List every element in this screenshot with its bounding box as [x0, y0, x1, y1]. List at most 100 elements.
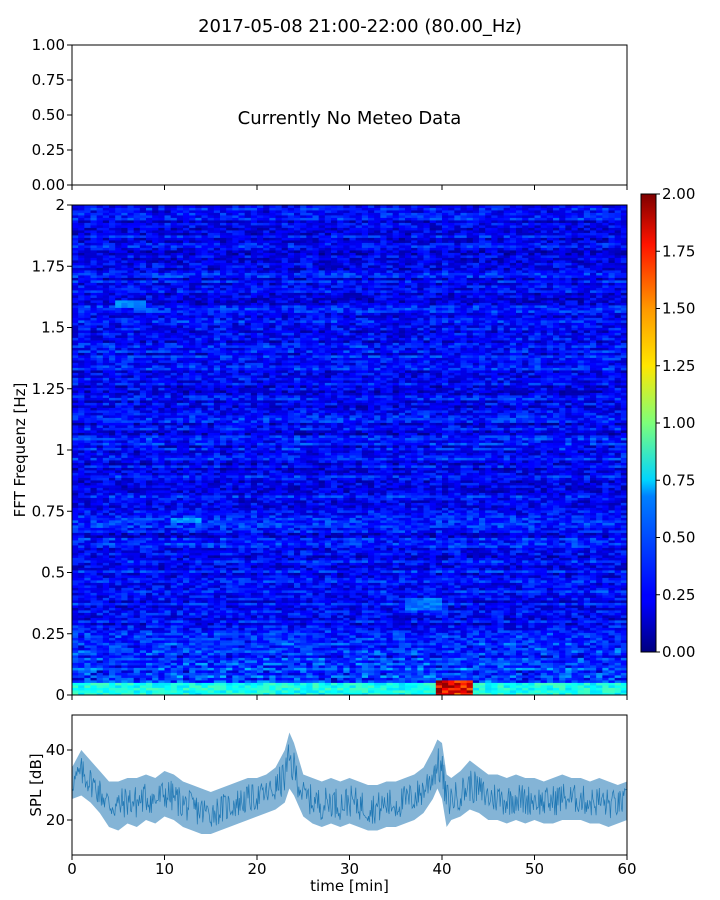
heatmap-cell: [528, 682, 535, 686]
heatmap-cell: [78, 597, 85, 601]
heatmap-cell: [109, 640, 116, 643]
heatmap-cell: [318, 685, 326, 688]
heatmap-cell: [324, 565, 332, 568]
heatmap-cell: [281, 610, 289, 613]
heatmap-cell: [170, 555, 178, 558]
heatmap-cell: [263, 607, 270, 611]
heatmap-cell: [72, 670, 79, 673]
heatmap-cell: [281, 637, 289, 641]
heatmap-cell: [127, 635, 135, 638]
heatmap-cell: [429, 575, 437, 578]
heatmap-cell: [343, 560, 350, 563]
heatmap-cell: [331, 632, 338, 636]
heatmap-cell: [121, 572, 128, 576]
heatmap-cell: [176, 560, 184, 563]
heatmap-cell: [195, 570, 202, 573]
heatmap-cell: [361, 670, 369, 673]
heatmap-cell: [331, 605, 338, 608]
heatmap-cell: [90, 647, 98, 651]
heatmap-cell: [146, 572, 153, 576]
heatmap-cell: [380, 690, 387, 693]
heatmap-cell: [269, 655, 276, 658]
heatmap-cell: [559, 612, 566, 616]
heatmap-cell: [152, 692, 159, 696]
heatmap-cell: [152, 560, 159, 563]
heatmap-cell: [294, 660, 301, 663]
heatmap-cell: [620, 630, 628, 633]
heatmap-cell: [590, 662, 597, 666]
heatmap-cell: [411, 617, 418, 621]
heatmap-cell: [392, 595, 400, 598]
heatmap-cell: [72, 592, 79, 596]
heatmap-cell: [183, 625, 190, 628]
heatmap-cell: [281, 595, 289, 598]
heatmap-cell: [608, 682, 616, 686]
heatmap-cell: [472, 672, 480, 676]
heatmap-cell: [331, 565, 338, 568]
heatmap-cell: [244, 560, 252, 563]
heatmap-cell: [90, 605, 98, 608]
heatmap-cell: [275, 557, 283, 561]
heatmap-cell: [337, 632, 344, 636]
heatmap-cell: [503, 625, 511, 628]
heatmap-cell: [300, 562, 307, 566]
heatmap-cell: [232, 645, 239, 648]
heatmap-cell: [417, 582, 424, 586]
heatmap-cell: [281, 645, 289, 648]
heatmap-cell: [411, 642, 418, 646]
heatmap-cell: [164, 627, 172, 631]
heatmap-cell: [275, 637, 283, 641]
heatmap-cell: [540, 570, 548, 573]
heatmap-cell: [96, 627, 104, 631]
heatmap-cell: [170, 667, 178, 671]
heatmap-cell: [189, 562, 196, 566]
heatmap-cell: [454, 650, 461, 653]
heatmap-cell: [534, 575, 542, 578]
heatmap-cell: [263, 622, 270, 626]
heatmap-cell: [238, 587, 246, 591]
heatmap-cell: [491, 677, 498, 681]
heatmap-cell: [417, 635, 424, 638]
heatmap-cell: [454, 590, 461, 593]
heatmap-cell: [170, 602, 178, 606]
heatmap-cell: [546, 667, 554, 671]
heatmap-cell: [232, 662, 239, 666]
heatmap-cell: [466, 610, 474, 613]
heatmap-cell: [522, 655, 529, 658]
heatmap-cell: [213, 617, 221, 621]
heatmap-cell: [398, 595, 406, 598]
heatmap-cell: [207, 592, 215, 596]
heatmap-cell: [516, 617, 523, 621]
heatmap-cell: [479, 630, 486, 633]
heatmap-cell: [614, 615, 622, 618]
heatmap-cell: [78, 620, 85, 623]
heatmap-cell: [183, 670, 190, 673]
heatmap-cell: [158, 622, 165, 626]
heatmap-cell: [158, 647, 165, 651]
heatmap-cell: [608, 642, 616, 646]
heatmap-cell: [269, 660, 276, 663]
heatmap-cell: [491, 665, 498, 668]
heatmap-cell: [115, 620, 122, 623]
heatmap-cell: [571, 615, 579, 618]
heatmap-cell: [115, 567, 122, 571]
heatmap-cell: [238, 600, 246, 603]
heatmap-cell: [429, 587, 437, 591]
heatmap-cell: [380, 682, 387, 686]
heatmap-cell: [349, 582, 357, 586]
heatmap-cell: [361, 557, 369, 561]
heatmap-cell: [312, 635, 320, 638]
heatmap-cell: [423, 667, 431, 671]
heatmap-cell: [534, 560, 542, 563]
heatmap-cell: [349, 585, 357, 588]
heatmap-cell: [244, 572, 252, 576]
heatmap-cell: [546, 672, 554, 676]
heatmap-cell: [620, 557, 628, 561]
heatmap-cell: [331, 670, 338, 673]
heatmap-cell: [442, 572, 449, 576]
heatmap-cell: [380, 562, 387, 566]
heatmap-cell: [275, 642, 283, 646]
heatmap-cell: [553, 582, 560, 586]
heatmap-cell: [620, 617, 628, 621]
heatmap-cell: [201, 590, 209, 593]
